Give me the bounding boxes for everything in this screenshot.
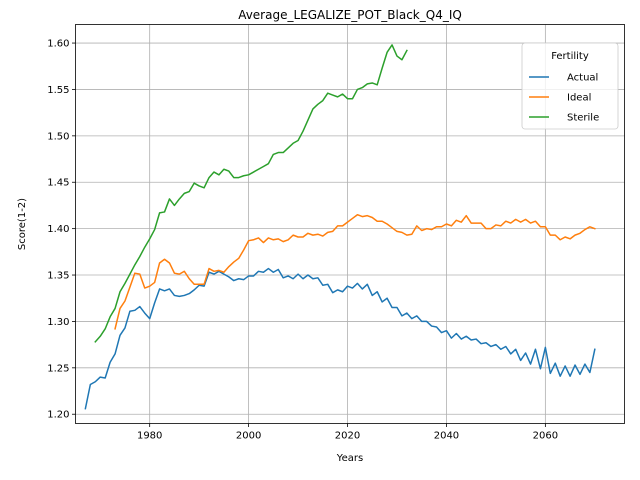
y-tick-label: 1.20	[47, 410, 69, 421]
legend-items: Actual Ideal Sterile	[529, 73, 599, 124]
y-tick-label: 1.55	[47, 85, 69, 96]
x-tick-label: 2060	[533, 431, 558, 442]
legend-label-sterile: Sterile	[567, 113, 599, 124]
series-line-ideal	[114, 213, 596, 330]
y-tick-label: 1.45	[47, 178, 69, 189]
x-tick-label: 2020	[335, 431, 360, 442]
legend-label-ideal: Ideal	[567, 93, 591, 104]
legend-box	[521, 42, 619, 130]
series-line-actual	[84, 267, 596, 410]
y-tick-label: 1.35	[47, 271, 69, 282]
plot-frame	[75, 24, 625, 424]
x-tick-label: 2040	[434, 431, 459, 442]
y-tick-label: 1.25	[47, 363, 69, 374]
x-tick-label: 1980	[137, 431, 162, 442]
x-tick-label: 2000	[236, 431, 261, 442]
ticks-layer: 1980 2000 2020 2040 2060 1.20 1.25 1.30 1.35 1.40…	[47, 39, 558, 442]
y-tick-label: 1.50	[47, 131, 69, 142]
x-axis-label: Years	[336, 453, 363, 464]
chart-title: Average_LEGALIZE_POT_Black_Q4_IQ	[238, 8, 462, 22]
y-axis-label: Score(1-2)	[17, 198, 28, 250]
legend-label-actual: Actual	[567, 73, 598, 84]
series-line-sterile	[94, 44, 408, 343]
y-tick-label: 1.60	[47, 39, 69, 50]
series-layer	[84, 44, 596, 410]
grid-layer	[75, 24, 625, 424]
y-tick-label: 1.30	[47, 317, 69, 328]
legend-title: Fertility	[551, 51, 589, 62]
legend: Fertility Actual Ideal Sterile	[521, 42, 619, 130]
y-tick-label: 1.40	[47, 224, 69, 235]
